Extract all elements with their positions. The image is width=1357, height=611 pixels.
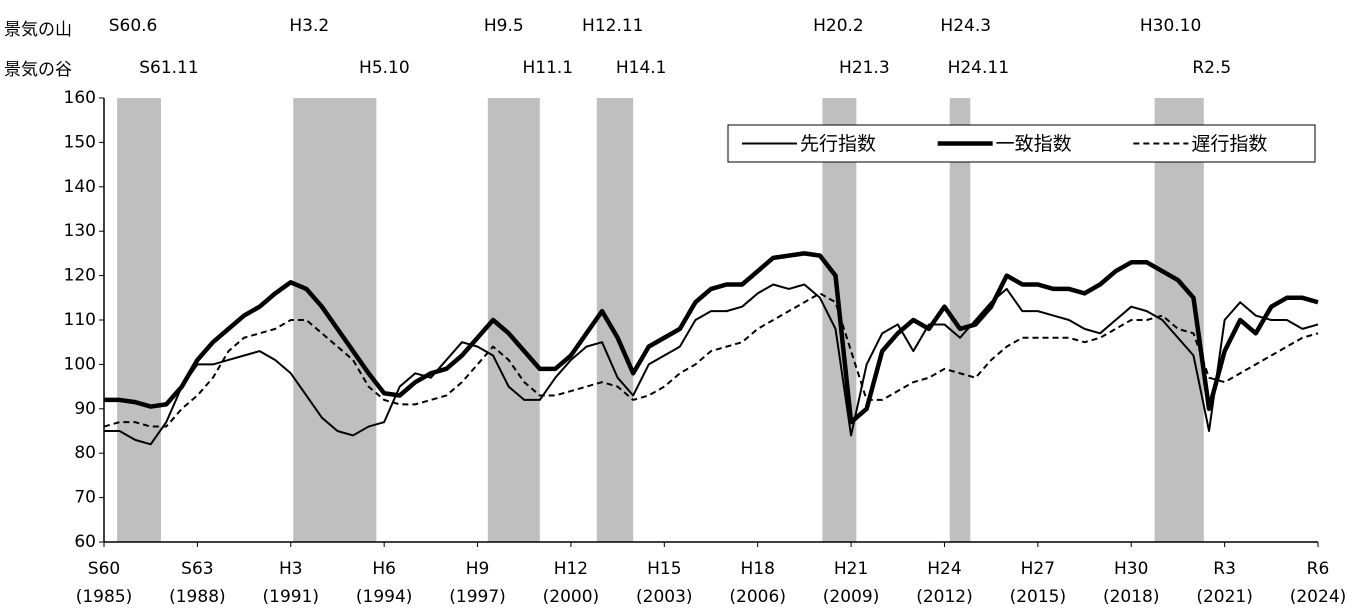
- x-tick-label: S60: [88, 559, 120, 579]
- series-line: [104, 283, 1319, 446]
- trough-label: H11.1: [522, 58, 573, 78]
- legend-box: [727, 124, 1316, 163]
- x-tick-label-year: (2018): [1103, 587, 1160, 607]
- y-tick-label: 110: [64, 310, 96, 330]
- y-tick-label: 130: [64, 221, 96, 241]
- trough-label: H5.10: [359, 58, 410, 78]
- x-tick-label: H27: [1021, 559, 1055, 579]
- x-tick-label-year: (2009): [823, 587, 880, 607]
- x-tick-label-year: (2012): [916, 587, 973, 607]
- x-tick-label-year: (1997): [449, 587, 506, 607]
- x-tick-label-year: (2003): [636, 587, 693, 607]
- trough-label: S61.11: [139, 58, 198, 78]
- peak-label: H3.2: [289, 16, 329, 36]
- y-tick-label: 90: [74, 399, 96, 419]
- trough-label: H14.1: [616, 58, 667, 78]
- y-tick-label: 140: [64, 177, 96, 197]
- trough-label: R2.5: [1192, 58, 1231, 78]
- trough-row-label: 景気の谷: [4, 60, 72, 80]
- recession-band: [596, 98, 634, 542]
- legend-label: 先行指数: [800, 133, 876, 155]
- x-tick-label: H9: [466, 559, 490, 579]
- recession-band: [293, 98, 377, 542]
- series-line: [104, 251, 1319, 425]
- peak-label: H9.5: [484, 16, 524, 36]
- legend-label: 遅行指数: [1191, 133, 1267, 155]
- series-line: [103, 292, 1319, 428]
- y-tick-label: 150: [64, 132, 96, 152]
- x-tick-label-year: (1994): [356, 587, 413, 607]
- peak-label: H24.3: [940, 16, 991, 36]
- legend-label: 一致指数: [996, 133, 1072, 155]
- y-tick-label: 120: [64, 266, 96, 286]
- x-tick-label-year: (1988): [169, 587, 226, 607]
- x-tick-label: H24: [927, 559, 961, 579]
- x-tick-label: H6: [372, 559, 396, 579]
- x-tick-label: H30: [1114, 559, 1148, 579]
- peak-label: H20.2: [813, 16, 864, 36]
- peak-label: H30.10: [1140, 16, 1201, 36]
- recession-band: [949, 98, 971, 542]
- x-tick-label: H12: [554, 559, 588, 579]
- y-tick-label: 160: [64, 88, 96, 108]
- x-tick-label: H21: [834, 559, 868, 579]
- x-tick-label: H3: [279, 559, 303, 579]
- x-tick-label: R3: [1213, 559, 1236, 579]
- x-tick-label: H15: [647, 559, 681, 579]
- x-tick-label-year: (2015): [1010, 587, 1067, 607]
- y-tick-label: 100: [64, 354, 96, 374]
- y-tick-label: 80: [74, 443, 96, 463]
- x-tick-label: S63: [181, 559, 213, 579]
- recession-band: [117, 98, 161, 542]
- y-tick-label: 70: [74, 488, 96, 508]
- trough-label: H21.3: [839, 58, 890, 78]
- x-tick-label-year: (1985): [76, 587, 133, 607]
- peak-label: H12.11: [582, 16, 643, 36]
- peak-label: S60.6: [109, 16, 158, 36]
- x-tick-label: R6: [1307, 559, 1330, 579]
- x-tick-label-year: (2021): [1196, 587, 1253, 607]
- x-tick-label: H18: [740, 559, 774, 579]
- x-tick-label-year: (1991): [263, 587, 320, 607]
- peak-row-label: 景気の山: [4, 20, 72, 40]
- trough-label: H24.11: [948, 58, 1009, 78]
- y-tick-label: 60: [74, 532, 96, 552]
- x-tick-label-year: (2006): [729, 587, 786, 607]
- x-tick-label-year: (2024): [1290, 587, 1347, 607]
- x-tick-label-year: (2000): [543, 587, 600, 607]
